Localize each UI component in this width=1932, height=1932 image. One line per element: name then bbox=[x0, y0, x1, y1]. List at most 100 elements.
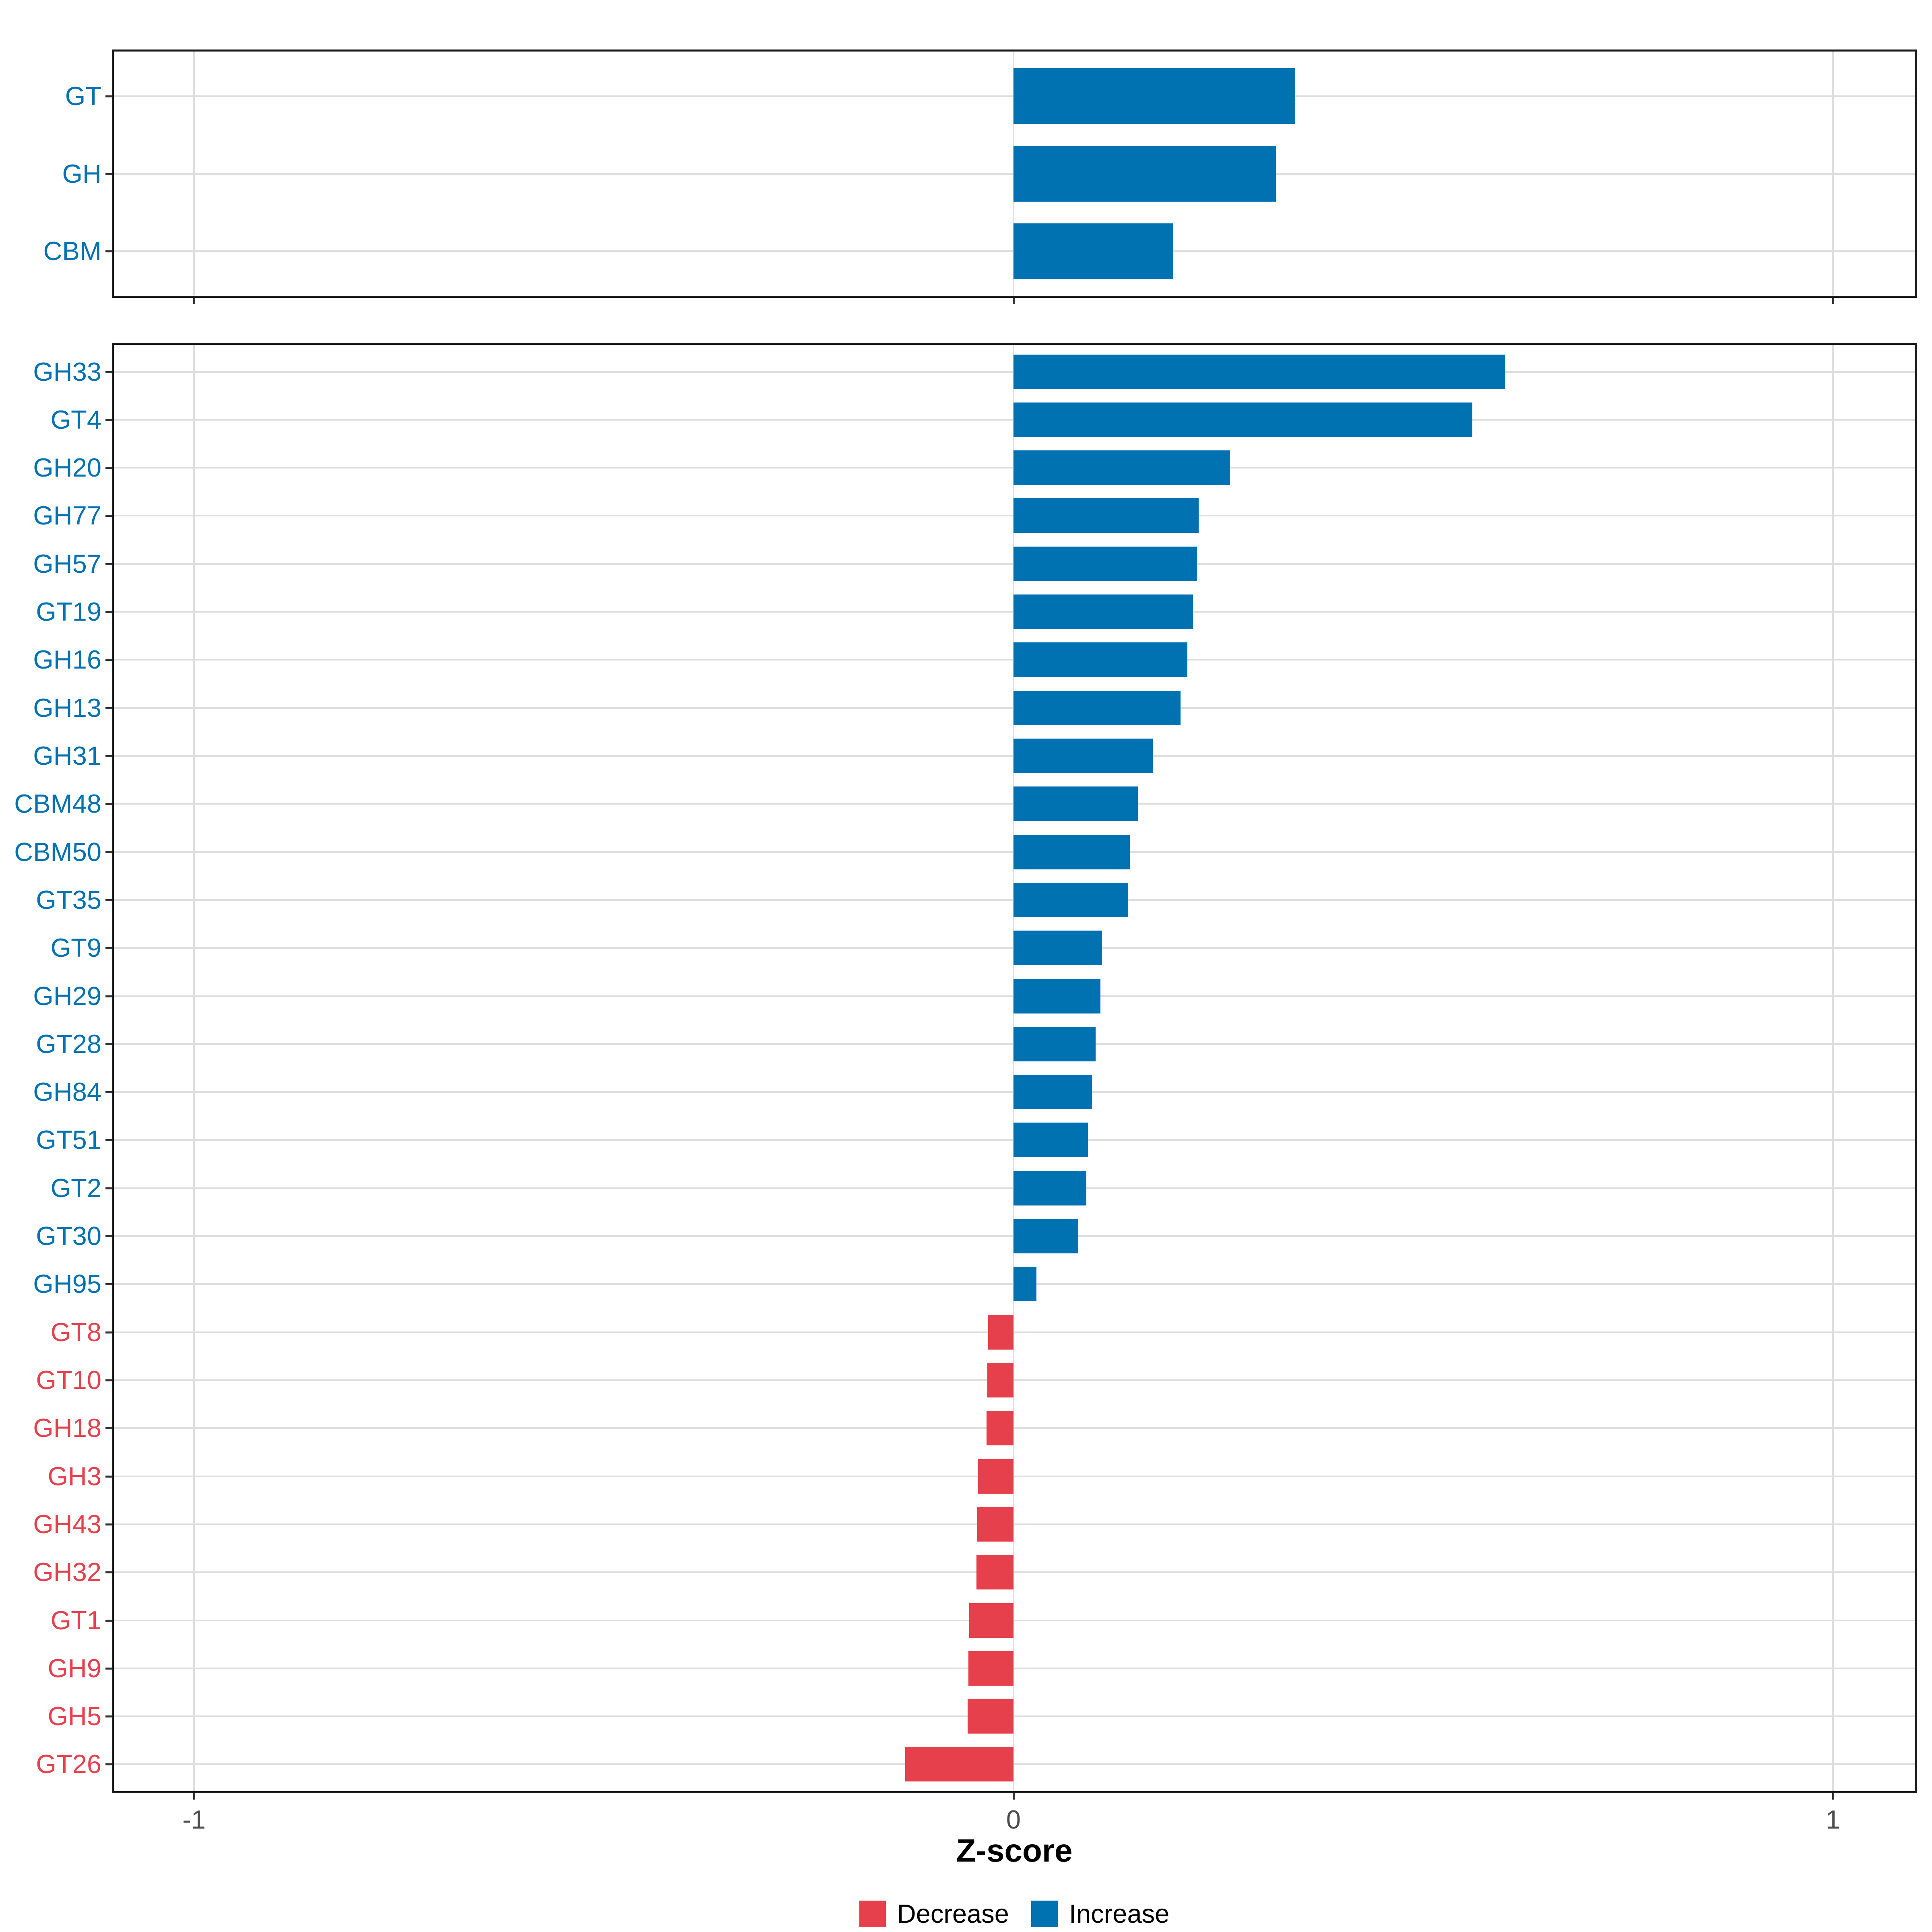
row-gridline-GH43 bbox=[112, 1523, 1917, 1525]
bar-GH43 bbox=[977, 1507, 1013, 1542]
x-gridline-0 bbox=[1013, 343, 1014, 1793]
bar-GH16 bbox=[1013, 642, 1187, 677]
y-tick-mark-GH18 bbox=[105, 1427, 112, 1429]
increase-swatch-icon bbox=[1031, 1901, 1058, 1927]
category-label-CBM48: CBM48 bbox=[14, 789, 101, 818]
bar-GT2 bbox=[1013, 1171, 1086, 1205]
x-tick-mark--1 bbox=[193, 1793, 195, 1800]
y-tick-mark-GT30 bbox=[105, 1235, 112, 1237]
category-label-GH77: GH77 bbox=[33, 501, 101, 530]
y-tick-mark-GH43 bbox=[105, 1523, 112, 1525]
y-tick-mark-GT8 bbox=[105, 1331, 112, 1333]
y-tick-mark-GH9 bbox=[105, 1668, 112, 1670]
bar-GH57 bbox=[1013, 547, 1197, 581]
category-label-GT9: GT9 bbox=[50, 933, 101, 962]
bar-GH32 bbox=[976, 1555, 1013, 1589]
category-label-GH5: GH5 bbox=[47, 1701, 101, 1731]
legend-item-increase: Increase bbox=[1031, 1901, 1169, 1927]
category-label-GT10: GT10 bbox=[36, 1365, 101, 1395]
bar-GH5 bbox=[968, 1699, 1013, 1734]
y-tick-mark-GT19 bbox=[105, 611, 112, 613]
legend-label-decrease: Decrease bbox=[897, 1899, 1009, 1928]
category-label-GT2: GT2 bbox=[50, 1173, 101, 1203]
category-label-GT4: GT4 bbox=[50, 405, 101, 434]
y-tick-mark-GT2 bbox=[105, 1187, 112, 1189]
y-tick-mark-GT10 bbox=[105, 1379, 112, 1381]
row-gridline-GH5 bbox=[112, 1715, 1917, 1717]
y-tick-mark-GH5 bbox=[105, 1715, 112, 1717]
bar-GH84 bbox=[1013, 1075, 1092, 1109]
bar-GT10 bbox=[987, 1363, 1013, 1397]
bar-GT30 bbox=[1013, 1219, 1078, 1253]
x-tick-label-0: 0 bbox=[1006, 1805, 1021, 1834]
bar-GT bbox=[1013, 68, 1295, 124]
row-gridline-GH3 bbox=[112, 1476, 1917, 1477]
bar-GH3 bbox=[978, 1459, 1013, 1494]
x-tick-mark-0 bbox=[1013, 298, 1015, 304]
x-tick-label--1: -1 bbox=[182, 1805, 206, 1834]
y-tick-mark-GH20 bbox=[105, 467, 112, 469]
category-label-CBM50: CBM50 bbox=[14, 837, 101, 867]
category-label-GH: GH bbox=[62, 159, 102, 188]
category-label-GH13: GH13 bbox=[33, 693, 101, 722]
bar-GH18 bbox=[987, 1411, 1013, 1445]
bar-GT9 bbox=[1013, 931, 1102, 965]
legend-label-increase: Increase bbox=[1069, 1899, 1170, 1928]
y-tick-mark-GH33 bbox=[105, 371, 112, 373]
category-label-GH43: GH43 bbox=[33, 1509, 101, 1539]
y-tick-mark-GH3 bbox=[105, 1476, 112, 1478]
bar-CBM bbox=[1013, 223, 1173, 279]
bar-GH20 bbox=[1013, 450, 1230, 485]
y-tick-mark-GH32 bbox=[105, 1571, 112, 1573]
y-tick-mark-GH57 bbox=[105, 563, 112, 565]
category-label-GH57: GH57 bbox=[33, 549, 101, 578]
bar-GH77 bbox=[1013, 498, 1199, 533]
bar-CBM48 bbox=[1013, 786, 1138, 821]
category-label-GH29: GH29 bbox=[33, 981, 101, 1011]
row-gridline-GT8 bbox=[112, 1331, 1917, 1333]
y-tick-mark-CBM48 bbox=[105, 803, 112, 805]
category-label-GH16: GH16 bbox=[33, 645, 101, 674]
bar-GT4 bbox=[1013, 402, 1472, 437]
category-label-GH32: GH32 bbox=[33, 1557, 101, 1587]
category-label-GH20: GH20 bbox=[33, 453, 101, 482]
bar-GH bbox=[1013, 146, 1276, 202]
y-tick-mark-GH77 bbox=[105, 515, 112, 517]
row-gridline-GH18 bbox=[112, 1427, 1917, 1429]
bar-GH31 bbox=[1013, 739, 1153, 773]
y-tick-mark-GT9 bbox=[105, 947, 112, 949]
category-label-GH84: GH84 bbox=[33, 1077, 101, 1106]
y-tick-mark-GT35 bbox=[105, 899, 112, 901]
bar-GT19 bbox=[1013, 594, 1193, 629]
panel-bottom bbox=[112, 343, 1917, 1793]
bar-GH9 bbox=[968, 1651, 1013, 1686]
x-tick-mark--1 bbox=[193, 298, 195, 304]
y-tick-mark-CBM50 bbox=[105, 851, 112, 853]
x-tick-mark-1 bbox=[1832, 298, 1834, 304]
bar-CBM50 bbox=[1013, 835, 1130, 869]
y-tick-mark-CBM bbox=[105, 250, 112, 252]
row-gridline-GH9 bbox=[112, 1668, 1917, 1669]
category-label-CBM: CBM bbox=[43, 236, 101, 266]
category-label-GH3: GH3 bbox=[47, 1461, 101, 1491]
bar-GT51 bbox=[1013, 1123, 1088, 1157]
category-label-GT35: GT35 bbox=[36, 885, 101, 914]
y-tick-mark-GH bbox=[105, 173, 112, 175]
x-tick-label-1: 1 bbox=[1825, 1805, 1841, 1834]
bar-GH13 bbox=[1013, 691, 1181, 725]
category-label-GT1: GT1 bbox=[50, 1606, 101, 1635]
legend: Decrease Increase bbox=[112, 1901, 1917, 1927]
row-gridline-GT26 bbox=[112, 1763, 1917, 1765]
panel-top bbox=[112, 50, 1917, 298]
y-tick-mark-GH31 bbox=[105, 755, 112, 757]
category-label-GH9: GH9 bbox=[47, 1653, 101, 1683]
y-tick-mark-GH29 bbox=[105, 995, 112, 997]
row-gridline-GT1 bbox=[112, 1620, 1917, 1621]
category-label-GH18: GH18 bbox=[33, 1413, 101, 1443]
bar-GT26 bbox=[905, 1747, 1013, 1781]
bar-GT8 bbox=[988, 1315, 1013, 1350]
category-label-GT19: GT19 bbox=[36, 597, 101, 626]
y-tick-mark-GT26 bbox=[105, 1763, 112, 1765]
x-gridline-1 bbox=[1832, 343, 1834, 1793]
